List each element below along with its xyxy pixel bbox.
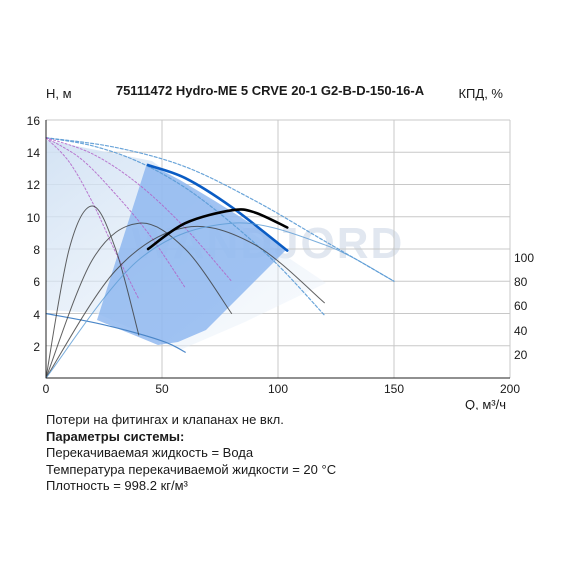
series-line-reduced-1: [45, 137, 233, 282]
x-tick-label: 150: [384, 382, 404, 396]
x-tick-label: 200: [500, 382, 520, 396]
series-line-operating-range: [146, 163, 289, 252]
series-line-efficiency-duty: [146, 208, 289, 251]
y-axis-label: H, м: [46, 86, 72, 101]
y-tick-label: 10: [27, 211, 41, 225]
operating-area: [97, 163, 287, 345]
y2-tick-label: 80: [514, 275, 528, 289]
series-line-efficiency-1: [45, 205, 140, 379]
temperature-note: Температура перекачиваемой жидкости = 20…: [46, 461, 337, 477]
x-tick-label: 50: [155, 382, 169, 396]
y2-tick-label: 60: [514, 299, 528, 313]
y-tick-label: 4: [33, 308, 40, 322]
y2-tick-label: 100: [514, 251, 534, 265]
y-tick-label: 12: [27, 178, 41, 192]
y2-tick-label: 40: [514, 324, 528, 338]
y-tick-label: 8: [33, 243, 40, 257]
x-tick-label: 0: [43, 382, 50, 396]
y2-axis-label: КПД, %: [458, 86, 503, 101]
series-line-efficiency-3: [45, 225, 325, 379]
pump-performance-chart: WANDJORD 0 50 100 150 200 2 4 6 8 10 12 …: [27, 83, 535, 410]
y-tick-label: 16: [27, 114, 41, 128]
y-tick-label: 6: [33, 275, 40, 289]
density-note: Плотность = 998.2 кг/м³: [46, 478, 188, 493]
y2-tick-labels: 20 40 60 80 100: [514, 251, 534, 362]
y-tick-labels: 2 4 6 8 10 12 14 16: [27, 114, 41, 354]
series-line-min-curve: [45, 312, 186, 353]
y-tick-label: 2: [33, 340, 40, 354]
series-line-max-curve-1-pump: [45, 137, 325, 316]
liquid-note: Перекачиваемая жидкость = Вода: [46, 445, 254, 460]
x-axis-label: Q, м³/ч: [465, 397, 506, 410]
chart-title: 75111472 Hydro-ME 5 CRVE 20-1 G2-B-D-150…: [116, 83, 425, 98]
fittings-note: Потери на фитингах и клапанах не вкл.: [46, 412, 284, 427]
series-line-reduced-2: [45, 137, 186, 289]
x-tick-label: 100: [268, 382, 288, 396]
y2-tick-label: 20: [514, 348, 528, 362]
curves: [45, 137, 395, 379]
x-tick-labels: 0 50 100 150 200: [43, 382, 521, 396]
series-line-max-curve-multi-pump: [45, 137, 395, 282]
system-notes: Потери на фитингах и клапанах не вкл. Па…: [46, 412, 336, 495]
series-line-efficiency-2: [45, 222, 233, 379]
system-params-heading: Параметры системы:: [46, 428, 185, 444]
y-tick-label: 14: [27, 146, 41, 160]
series-line-efficiency-4: [45, 222, 395, 379]
series-line-reduced-3: [45, 137, 140, 300]
